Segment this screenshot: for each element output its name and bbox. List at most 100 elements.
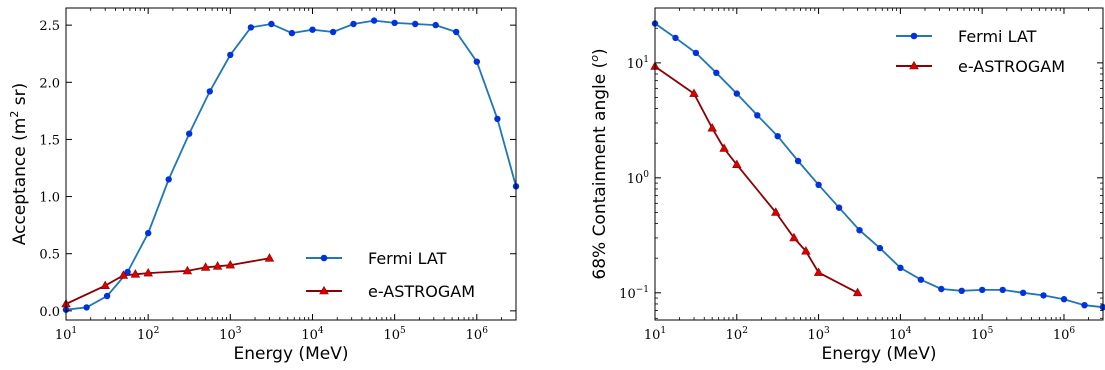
acceptance-point-fermi-lat-18 — [432, 21, 439, 29]
acceptance-point-fermi-lat-2 — [103, 292, 111, 300]
acceptance-point-fermi-lat-13 — [329, 28, 337, 36]
acceptance-point-fermi-lat-21 — [494, 115, 501, 123]
acceptance-legend: Fermi LAT e-ASTROGAM — [306, 249, 475, 301]
acceptance-series-line-e-astrogam — [65, 257, 270, 305]
containment-point-fermi-lat-3 — [713, 69, 720, 77]
acceptance-point-fermi-lat-16 — [391, 19, 398, 27]
acceptance-y-tick-label-2: 1.0 — [39, 191, 60, 206]
containment-point-fermi-lat-6 — [774, 133, 781, 140]
containment-legend: Fermi LAT e-ASTROGAM — [896, 27, 1065, 76]
containment-legend-astrogam-label: e-ASTROGAM — [958, 57, 1065, 76]
containment-x-tick-label-3: 104 — [889, 326, 912, 343]
acceptance-chart: 101 102 103 104 105 106 0.0 0.5 1.0 1.5 2.0 2.5 Ene… — [8, 7, 520, 364]
acceptance-point-fermi-lat-17 — [412, 20, 419, 28]
acceptance-y-tick-label-4: 2.0 — [39, 76, 60, 91]
acceptance-y-tick-label-0: 0.0 — [39, 305, 60, 320]
acceptance-x-tick-label-1: 102 — [137, 326, 159, 343]
acceptance-plot-frame — [65, 7, 517, 321]
acceptance-point-fermi-lat-8 — [227, 51, 234, 59]
containment-x-axis-label: Energy (MeV) — [822, 344, 937, 364]
containment-point-fermi-lat-20 — [1060, 296, 1068, 303]
acceptance-point-e-astrogam-8 — [225, 259, 236, 269]
acceptance-point-e-astrogam-2 — [118, 270, 129, 279]
acceptance-point-fermi-lat-3 — [124, 268, 131, 276]
acceptance-y-tick-label-1: 0.5 — [39, 248, 60, 263]
containment-point-e-astrogam-7 — [801, 246, 811, 255]
containment-x-tick-label-2: 103 — [807, 326, 830, 343]
containment-point-fermi-lat-13 — [917, 276, 925, 283]
acceptance-point-fermi-lat-14 — [350, 20, 357, 28]
containment-x-tick-label-0: 101 — [644, 326, 666, 343]
acceptance-point-fermi-lat-15 — [370, 17, 378, 24]
containment-legend-fermi-label: Fermi LAT — [958, 27, 1037, 46]
containment-point-fermi-lat-15 — [958, 287, 965, 294]
acceptance-point-fermi-lat-4 — [145, 229, 152, 237]
containment-point-fermi-lat-4 — [733, 90, 740, 97]
containment-point-fermi-lat-22 — [1099, 304, 1105, 311]
containment-point-fermi-lat-14 — [938, 285, 945, 293]
acceptance-x-tick-label-2: 103 — [219, 326, 242, 343]
acceptance-legend-fermi-label: Fermi LAT — [368, 249, 447, 268]
acceptance-legend-fermi-marker — [320, 254, 328, 262]
containment-legend-astrogam-marker — [909, 60, 919, 70]
containment-point-fermi-lat-16 — [979, 286, 986, 294]
acceptance-y-tick-label-3: 1.5 — [39, 133, 60, 148]
acceptance-point-fermi-lat-9 — [247, 24, 255, 31]
containment-point-fermi-lat-8 — [815, 181, 822, 188]
containment-x-tick-label-5: 106 — [1053, 326, 1076, 343]
containment-point-e-astrogam-8 — [813, 267, 824, 276]
containment-point-fermi-lat-10 — [856, 227, 863, 234]
acceptance-point-fermi-lat-12 — [309, 26, 316, 33]
containment-chart: 101 102 103 104 105 106 10−1 100 101 Energy (MeV… — [588, 7, 1105, 364]
acceptance-legend-astrogam-marker — [319, 285, 329, 295]
acceptance-x-tick-label-0: 101 — [55, 326, 77, 343]
containment-point-fermi-lat-18 — [1019, 289, 1027, 296]
acceptance-point-fermi-lat-10 — [268, 20, 275, 28]
containment-point-e-astrogam-9 — [852, 287, 863, 297]
containment-legend-fermi-marker — [910, 32, 918, 40]
acceptance-legend-astrogam-label: e-ASTROGAM — [368, 282, 475, 301]
containment-point-e-astrogam-4 — [732, 159, 742, 168]
containment-point-fermi-lat-9 — [835, 204, 843, 211]
containment-plot-frame — [654, 7, 1104, 321]
containment-point-fermi-lat-12 — [897, 264, 904, 271]
acceptance-point-e-astrogam-1 — [100, 280, 110, 290]
containment-point-e-astrogam-1 — [689, 88, 699, 97]
acceptance-point-e-astrogam-7 — [212, 261, 223, 270]
acceptance-x-tick-label-5: 106 — [466, 326, 489, 343]
containment-y-axis-label: 68% Containment angle (o) — [588, 48, 610, 279]
containment-point-e-astrogam-3 — [719, 143, 729, 152]
containment-point-fermi-lat-5 — [754, 112, 761, 119]
containment-series-line-e-astrogam — [654, 65, 859, 294]
acceptance-point-e-astrogam-3 — [130, 269, 141, 278]
containment-point-e-astrogam-2 — [707, 123, 717, 132]
acceptance-point-fermi-lat-20 — [473, 58, 480, 65]
containment-y-tick-label-0: 10−1 — [619, 285, 649, 302]
acceptance-point-e-astrogam-5 — [182, 265, 193, 275]
containment-x-tick-label-1: 102 — [726, 326, 748, 343]
acceptance-x-axis-label: Energy (MeV) — [234, 344, 349, 364]
containment-x-tick-label-4: 105 — [971, 326, 994, 343]
acceptance-series-line-fermi-lat — [65, 19, 517, 311]
acceptance-point-e-astrogam-4 — [143, 267, 153, 277]
acceptance-point-fermi-lat-7 — [206, 88, 213, 95]
containment-point-fermi-lat-7 — [794, 157, 802, 165]
containment-point-e-astrogam-6 — [789, 232, 799, 242]
acceptance-point-e-astrogam-9 — [264, 253, 275, 262]
containment-point-e-astrogam-5 — [771, 207, 781, 216]
acceptance-point-fermi-lat-5 — [165, 176, 172, 183]
acceptance-point-fermi-lat-19 — [453, 28, 460, 36]
containment-point-fermi-lat-19 — [1040, 292, 1047, 299]
acceptance-x-tick-label-3: 104 — [301, 326, 324, 343]
containment-point-fermi-lat-11 — [876, 244, 884, 252]
acceptance-point-fermi-lat-11 — [288, 29, 296, 37]
containment-point-fermi-lat-17 — [999, 286, 1006, 294]
containment-point-fermi-lat-1 — [672, 34, 679, 42]
containment-y-tick-label-2: 101 — [627, 55, 649, 72]
acceptance-point-fermi-lat-6 — [186, 130, 193, 137]
acceptance-point-fermi-lat-1 — [83, 304, 90, 311]
containment-y-tick-label-1: 100 — [627, 170, 650, 187]
acceptance-x-tick-label-4: 105 — [383, 326, 406, 343]
acceptance-y-axis-label: Acceptance (m2 sr) — [8, 83, 30, 245]
